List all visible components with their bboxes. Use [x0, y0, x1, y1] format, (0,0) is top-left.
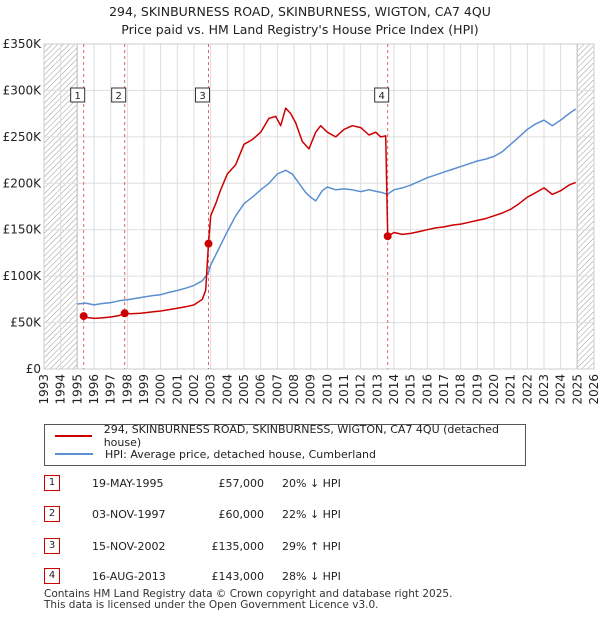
footer: Contains HM Land Registry data © Crown c…	[44, 589, 452, 611]
transaction-box-label-4: 4	[378, 91, 384, 102]
transaction-box-label-3: 3	[199, 91, 205, 102]
plot-frame	[43, 43, 595, 370]
transaction-marker-4	[383, 232, 392, 241]
transaction-date: 15-NOV-2002	[92, 540, 166, 553]
transaction-hpi-diff: 20% ↓ HPI	[282, 477, 341, 490]
table-row: 3 15-NOV-2002 £135,000 29% ↑ HPI	[44, 538, 404, 556]
transaction-badge: 4	[44, 568, 60, 584]
x-tick-label: 2021	[504, 374, 518, 405]
transaction-marker-1	[79, 312, 88, 321]
transaction-badge: 1	[44, 475, 60, 491]
y-tick-label: £100K	[3, 269, 43, 283]
x-tick-label: 1999	[137, 374, 151, 405]
legend-swatch-hpi	[55, 453, 93, 455]
table-row: 2 03-NOV-1997 £60,000 22% ↓ HPI	[44, 506, 404, 524]
footer-licence: This data is licensed under the Open Gov…	[44, 599, 379, 611]
x-tick-label: 2017	[437, 374, 451, 405]
x-tick-label: 2000	[154, 374, 168, 405]
x-tick-label: 2004	[220, 374, 234, 405]
x-tick-label: 2002	[187, 374, 201, 405]
x-tick-label: 2020	[487, 374, 501, 405]
footer-copyright: Contains HM Land Registry data © Crown c…	[44, 588, 453, 600]
x-tick-label: 1994	[54, 374, 68, 405]
chart-subtitle: Price paid vs. HM Land Registry's House …	[121, 22, 479, 37]
table-row: 4 16-AUG-2013 £143,000 28% ↓ HPI	[44, 568, 404, 586]
table-row: 1 19-MAY-1995 £57,000 20% ↓ HPI	[44, 475, 404, 493]
x-tick-label: 1997	[104, 374, 118, 405]
x-tick-label: 2026	[587, 374, 600, 405]
x-tick-label: 2013	[370, 374, 384, 405]
x-tick-label: 1993	[37, 374, 51, 405]
x-tick-label: 1996	[87, 374, 101, 405]
x-tick-label: 2016	[420, 374, 434, 405]
x-tick-label: 2006	[254, 374, 268, 405]
x-tick-label: 2007	[270, 374, 284, 405]
x-tick-label: 2023	[537, 374, 551, 405]
x-tick-label: 1995	[70, 374, 84, 405]
y-tick-label: £350K	[3, 37, 43, 51]
transaction-price: £60,000	[218, 508, 265, 521]
x-tick-label: 2012	[354, 374, 368, 405]
transaction-date: 16-AUG-2013	[92, 570, 166, 583]
transaction-hpi-diff: 28% ↓ HPI	[282, 570, 341, 583]
x-tick-label: 1998	[120, 374, 134, 405]
transaction-marker-3	[204, 239, 213, 248]
y-tick-label: £50K	[10, 316, 42, 330]
x-tick-label: 2018	[454, 374, 468, 405]
x-tick-label: 2011	[337, 374, 351, 405]
transaction-date: 03-NOV-1997	[92, 508, 166, 521]
transaction-badge: 3	[44, 538, 60, 554]
transaction-box-2	[111, 87, 127, 103]
transaction-price: £57,000	[218, 477, 265, 490]
x-tick-label: 2009	[304, 374, 318, 405]
transaction-box-label-1: 1	[74, 91, 80, 102]
price-series-line	[83, 107, 576, 320]
hpi-series-line	[77, 108, 577, 306]
legend: 294, SKINBURNESS ROAD, SKINBURNESS, WIGT…	[44, 423, 526, 466]
x-tick-label: 2010	[320, 374, 334, 405]
transaction-box-4	[374, 87, 390, 103]
legend-swatch-price	[55, 435, 92, 437]
transaction-box-3	[195, 87, 210, 103]
x-tick-label: 2025	[570, 374, 584, 405]
y-tick-label: £0	[26, 362, 41, 376]
x-tick-label: 2022	[520, 374, 534, 405]
transaction-hpi-diff: 29% ↑ HPI	[282, 540, 341, 553]
transaction-box-label-2: 2	[115, 91, 121, 102]
x-tick-label: 2008	[287, 374, 301, 405]
transaction-date: 19-MAY-1995	[92, 477, 164, 490]
x-tick-label: 2003	[204, 374, 218, 405]
x-tick-label: 2001	[170, 374, 184, 405]
legend-item-hpi: HPI: Average price, detached house, Cumb…	[55, 446, 376, 462]
y-tick-label: £250K	[3, 130, 43, 144]
hatched-region-1	[577, 44, 594, 369]
x-tick-label: 2014	[387, 374, 401, 405]
legend-label-hpi: HPI: Average price, detached house, Cumb…	[105, 447, 377, 461]
transaction-box-1	[70, 87, 86, 103]
x-tick-label: 2015	[404, 374, 418, 405]
legend-label-price: 294, SKINBURNESS ROAD, SKINBURNESS, WIGT…	[103, 423, 500, 449]
y-tick-label: £150K	[3, 223, 43, 237]
y-tick-label: £300K	[3, 83, 43, 97]
x-tick-label: 2005	[237, 374, 251, 405]
transaction-price: £143,000	[211, 570, 265, 583]
y-tick-label: £200K	[3, 176, 43, 190]
transaction-hpi-diff: 22% ↓ HPI	[282, 508, 341, 521]
transaction-price: £135,000	[211, 540, 265, 553]
x-tick-label: 2019	[470, 374, 484, 405]
x-tick-label: 2024	[554, 374, 568, 405]
legend-item-price: 294, SKINBURNESS ROAD, SKINBURNESS, WIGT…	[55, 423, 525, 449]
price-chart: 1 2 3 4 £0 £50K £100K £150K £200K £250K £300K £350…	[3, 37, 600, 405]
transaction-marker-2	[120, 309, 129, 318]
chart-title: 294, SKINBURNESS ROAD, SKINBURNESS, WIGT…	[109, 4, 491, 19]
transaction-badge: 2	[44, 506, 60, 522]
